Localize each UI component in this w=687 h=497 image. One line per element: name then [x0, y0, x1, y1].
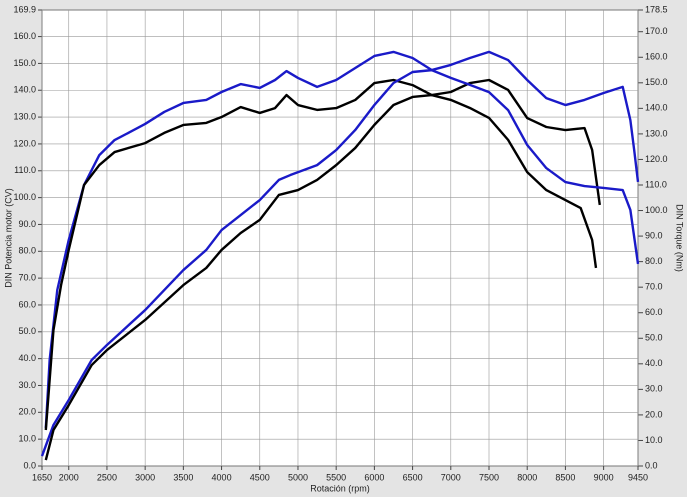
y2-tick-label: 60.0	[645, 307, 663, 317]
x-tick-label: 1650	[32, 472, 52, 482]
y2-tick-label: 0.0	[645, 460, 658, 470]
y-tick-label: 20.0	[18, 407, 36, 417]
x-tick-label: 5000	[288, 472, 308, 482]
x-tick-label: 8000	[517, 472, 537, 482]
y2-tick-label: 70.0	[645, 282, 663, 292]
x-tick-label: 9450	[628, 472, 648, 482]
y-tick-label: 150.0	[13, 58, 36, 68]
x-tick-label: 4500	[250, 472, 270, 482]
x-tick-label: 5500	[326, 472, 346, 482]
y-tick-label: 10.0	[18, 434, 36, 444]
y2-tick-label: 150.0	[645, 77, 668, 87]
y2-axis-label: DIN Torque (Nm)	[675, 204, 685, 272]
y-tick-label: 40.0	[18, 353, 36, 363]
y2-tick-label: 100.0	[645, 205, 668, 215]
y-tick-label: 70.0	[18, 272, 36, 282]
x-tick-label: 2500	[97, 472, 117, 482]
y2-tick-label: 90.0	[645, 230, 663, 240]
y2-tick-label: 10.0	[645, 435, 663, 445]
data-line	[44, 93, 598, 461]
y2-tick-label: 50.0	[645, 333, 663, 343]
x-tick-label: 4000	[212, 472, 232, 482]
y-tick-label: 60.0	[18, 299, 36, 309]
y2-tick-label: 120.0	[645, 154, 668, 164]
y2-tick-label: 160.0	[645, 52, 668, 62]
y2-tick-label: 30.0	[645, 384, 663, 394]
y2-tick-label: 170.0	[645, 26, 668, 36]
x-tick-label: 9000	[594, 472, 614, 482]
y-tick-label: 169.9	[13, 4, 36, 14]
y-tick-label: 90.0	[18, 219, 36, 229]
x-tick-label: 2000	[59, 472, 79, 482]
y2-tick-label: 140.0	[645, 103, 668, 113]
y2-tick-label: 80.0	[645, 256, 663, 266]
y-tick-label: 100.0	[13, 192, 36, 202]
x-tick-label: 8500	[555, 472, 575, 482]
y-tick-label: 80.0	[18, 246, 36, 256]
x-tick-label: 7500	[479, 472, 499, 482]
data-line	[44, 50, 640, 429]
y-tick-label: 50.0	[18, 326, 36, 336]
x-tick-label: 6500	[403, 472, 423, 482]
x-tick-label: 3500	[173, 472, 193, 482]
x-tick-label: 3000	[135, 472, 155, 482]
y2-tick-label: 110.0	[645, 179, 667, 189]
y2-tick-label: 40.0	[645, 358, 663, 368]
data-line	[40, 68, 640, 457]
x-tick-label: 7000	[441, 472, 461, 482]
y2-tick-label: 20.0	[645, 409, 663, 419]
data-line	[44, 78, 601, 431]
y-tick-label: 130.0	[13, 111, 36, 121]
y-tick-label: 160.0	[13, 31, 36, 41]
y2-tick-label: 178.5	[645, 4, 668, 14]
y-tick-label: 120.0	[13, 138, 36, 148]
x-tick-label: 6000	[364, 472, 384, 482]
plot-area	[41, 9, 639, 467]
y-tick-label: 30.0	[18, 380, 36, 390]
y-tick-label: 0.0	[23, 460, 36, 470]
y-axis-label: DIN Potencia motor (CV)	[3, 188, 13, 288]
x-axis-label: Rotación (rpm)	[310, 483, 370, 493]
y2-tick-label: 130.0	[645, 128, 668, 138]
y-tick-label: 140.0	[13, 85, 36, 95]
y-tick-label: 110.0	[14, 165, 36, 175]
